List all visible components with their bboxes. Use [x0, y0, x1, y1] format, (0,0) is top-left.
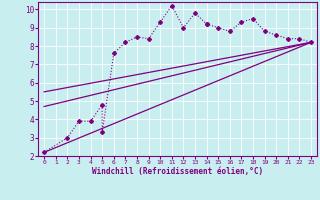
X-axis label: Windchill (Refroidissement éolien,°C): Windchill (Refroidissement éolien,°C) — [92, 167, 263, 176]
